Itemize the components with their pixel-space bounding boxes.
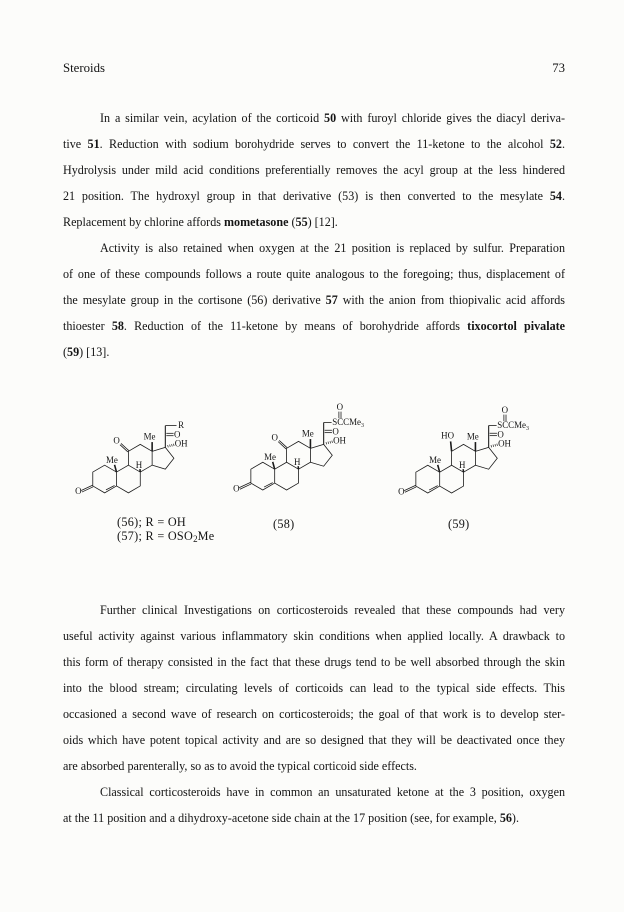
hash-bond-17-oh (167, 443, 175, 448)
text-line: Further clinical Investigations on corti… (100, 603, 565, 617)
text-line: Hydrolysis under mild acid conditions pr… (63, 163, 565, 177)
text-line: occasioned a second wave of research on … (63, 707, 565, 721)
atom-label-c18-methyl: Me (467, 431, 479, 441)
text-line: are absorbed parenterally, so as to avoi… (63, 759, 417, 773)
atom-label-11-ketone: O (271, 432, 278, 442)
page-content: In a similar vein, acylation of the cort… (63, 105, 565, 831)
text-line: 21 position. The hydroxyl group in that … (63, 189, 565, 203)
wedge-bonds (436, 441, 477, 473)
steroid-skeleton (81, 425, 177, 494)
caption-58: (58) (273, 517, 295, 531)
atom-label-c18-methyl: Me (144, 431, 156, 441)
structure-59-diagram: O HO Me Me H O O SCCMe3 OH (398, 405, 529, 496)
text-line: of one of these compounds follows a rout… (63, 267, 565, 281)
text-line: this form of therapy consisted in the fa… (63, 655, 565, 669)
atom-label-20-ketone: O (174, 429, 181, 439)
atom-label-17-oh: OH (175, 439, 188, 449)
page-number: 73 (552, 61, 565, 75)
atom-label-17-oh: OH (333, 436, 346, 446)
steroid-skeleton (404, 414, 507, 494)
paragraph: Further clinical Investigations on corti… (63, 597, 565, 779)
text-line: at the 11 position and a dihydroxy-aceto… (63, 811, 519, 825)
hash-bond-17-oh (490, 443, 498, 448)
caption-line: (57); R = OSO2Me (117, 529, 215, 544)
text-line: tive 51. Reduction with sodium borohydri… (63, 137, 565, 151)
text-line: oids which have potent topical activity … (63, 733, 565, 747)
atom-label-3-ketone: O (75, 486, 82, 496)
atom-label-r-group: R (178, 420, 184, 430)
caption-59: (59) (448, 517, 470, 531)
atom-label-c19-methyl: Me (429, 455, 441, 465)
text-line: the mesylate group in the cortisone (56)… (63, 293, 565, 307)
atom-label-20-ketone: O (497, 429, 504, 439)
atom-label-3-ketone: O (233, 483, 240, 493)
text-line: Replacement by chlorine affords mometaso… (63, 215, 338, 229)
atom-label-11-ketone: O (113, 435, 120, 445)
atom-label-thiopivalate-group: SCCMe3 (497, 420, 529, 432)
paragraph: Activity is also retained when oxygen at… (63, 235, 565, 365)
hash-bond-17-oh (325, 440, 333, 445)
body-text-lower: Further clinical Investigations on corti… (63, 597, 565, 831)
text-line: thioester 58. Reduction of the 11-ketone… (63, 319, 566, 333)
structure-58-diagram: O O Me Me H O O SCCMe3 OH (233, 402, 364, 493)
caption-line: (56); R = OH (117, 515, 187, 529)
structure-56-57-diagram: O O Me Me H O R OH (75, 420, 188, 496)
text-line: In a similar vein, acylation of the cort… (100, 111, 565, 125)
paragraph: Classical corticosteroids have in common… (63, 779, 565, 831)
caption-56-57: (56); R = OH (57); R = OSO2Me (117, 515, 215, 544)
wedge-bonds (271, 439, 312, 470)
structures-figure: O O Me Me H O R OH (63, 365, 565, 597)
atom-label-c19-methyl: Me (106, 455, 118, 465)
page-header: Steroids 73 (63, 61, 565, 76)
text-line: into the blood stream; circulating level… (63, 681, 565, 695)
atom-label-3-ketone: O (398, 486, 405, 496)
atom-label-c19-methyl: Me (264, 452, 276, 462)
atom-label-17-oh: OH (498, 439, 511, 449)
atom-label-8-h: H (294, 457, 301, 467)
text-line: useful activity against various inflamma… (63, 629, 565, 643)
body-text-upper: In a similar vein, acylation of the cort… (63, 105, 565, 365)
atom-label-thioester-o: O (502, 405, 509, 415)
text-line: Classical corticosteroids have in common… (100, 785, 565, 799)
atom-label-20-ketone: O (332, 426, 339, 436)
atom-label-11-hydroxyl: HO (441, 431, 454, 441)
text-line: Activity is also retained when oxygen at… (100, 241, 565, 255)
atom-label-8-h: H (136, 460, 143, 470)
atom-label-thiopivalate-group: SCCMe3 (332, 417, 364, 429)
wedge-bonds (113, 442, 153, 473)
text-line: (59) [13]. (63, 345, 110, 359)
running-title: Steroids (63, 61, 105, 75)
steroid-skeleton (239, 411, 342, 491)
atom-label-c18-methyl: Me (302, 428, 314, 438)
paragraph: In a similar vein, acylation of the cort… (63, 105, 565, 235)
atom-label-8-h: H (459, 460, 466, 470)
atom-label-thioester-o: O (337, 402, 344, 412)
